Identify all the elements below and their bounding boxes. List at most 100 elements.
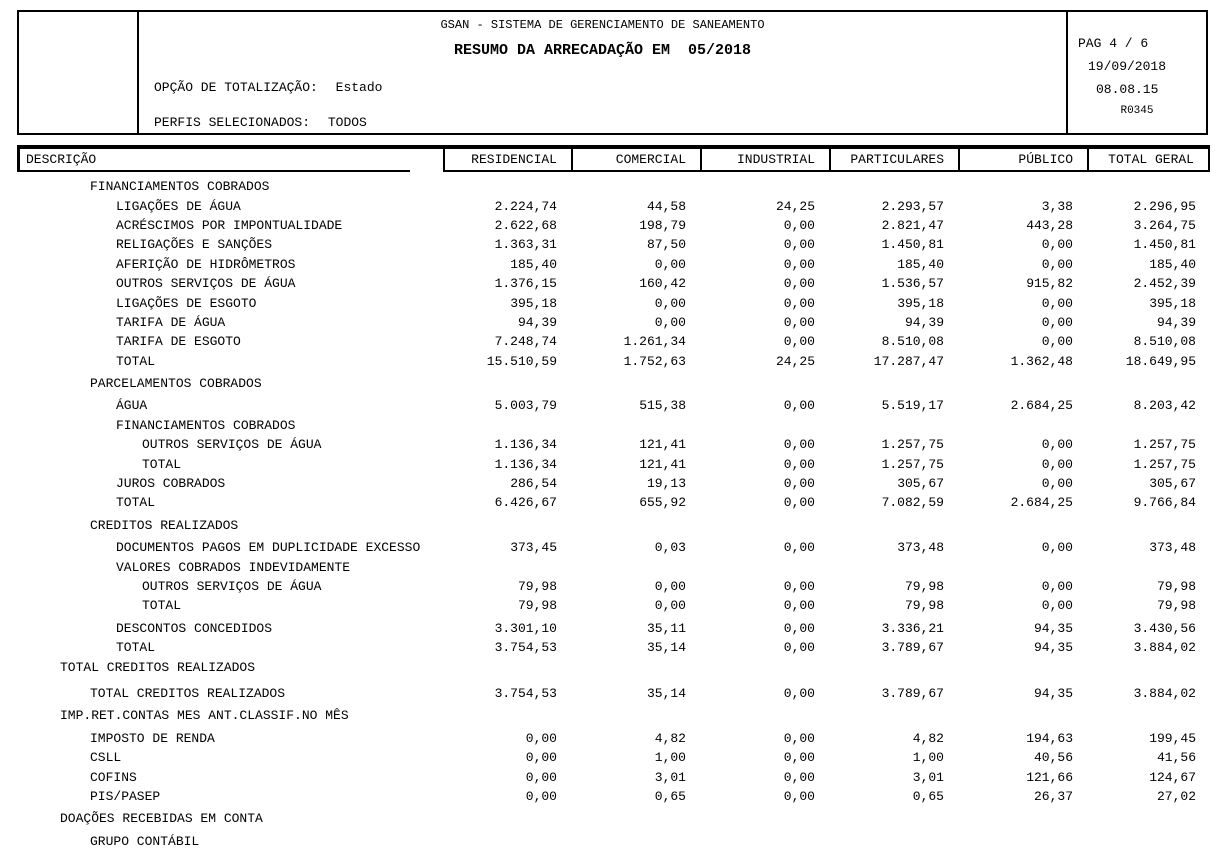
cell-industrial: 0,00 — [783, 295, 815, 311]
cell-industrial: 0,00 — [783, 579, 815, 594]
cell-particulares: 0,65 — [912, 788, 944, 804]
row-label: TOTAL — [116, 495, 156, 511]
cell-industrial: 0,00 — [783, 769, 815, 785]
cell-industrial: 0,00 — [783, 398, 815, 414]
cell-publico: 0,00 — [1041, 476, 1073, 492]
cell-particulares: 3.336,21 — [881, 620, 944, 636]
table-row: DESCONTOS CONCEDIDOS 3.301,10 35,11 0,00 3.3… — [17, 619, 1210, 638]
cell-comercial: 0,65 — [654, 788, 686, 804]
cell-particulares: 305,67 — [897, 476, 944, 492]
cell-particulares: 8.510,08 — [881, 334, 944, 350]
cell-publico: 0,00 — [1041, 314, 1073, 330]
column-header-particulares: PARTICULARES — [829, 149, 958, 172]
cell-comercial: 4,82 — [654, 730, 686, 746]
table-row: TARIFA DE ÁGUA 94,39 0,00 0,00 94,39 0,00 94,3… — [17, 313, 1210, 332]
cell-residencial: 79,98 — [517, 579, 557, 594]
cell-industrial: 0,00 — [783, 217, 815, 233]
cell-total-geral: 27,02 — [1156, 788, 1196, 804]
row-label: TOTAL — [142, 598, 182, 614]
cell-comercial: 655,92 — [639, 495, 686, 511]
page-info-panel: PAG 4 / 6 19/09/2018 08.08.15 R0345 — [1066, 12, 1206, 133]
row-label: FINANCIAMENTOS COBRADOS — [90, 179, 270, 195]
cell-total-geral: 2.296,95 — [1133, 198, 1196, 214]
table-row: FINANCIAMENTOS COBRADOS — [17, 416, 1210, 435]
row-label: IMP.RET.CONTAS MES ANT.CLASSIF.NO MÊS — [60, 708, 349, 724]
cell-particulares: 395,18 — [897, 295, 944, 311]
cell-particulares: 1.536,57 — [881, 276, 944, 292]
cell-comercial: 198,79 — [639, 217, 686, 233]
cell-publico: 40,56 — [1033, 750, 1073, 766]
cell-residencial: 286,54 — [510, 476, 557, 492]
cell-comercial: 0,00 — [654, 579, 686, 594]
table-row: CSLL 0,00 1,00 0,00 1,00 40,56 41,56 — [17, 748, 1210, 767]
row-label: LIGAÇÕES DE ÁGUA — [116, 198, 241, 214]
profiles-row: PERFIS SELECIONADOS: TODOS — [139, 115, 1066, 130]
report-header: GSAN - SISTEMA DE GERENCIAMENTO DE SANEA… — [17, 10, 1208, 135]
cell-residencial: 0,00 — [525, 769, 557, 785]
cell-comercial: 160,42 — [639, 276, 686, 292]
cell-industrial: 0,00 — [783, 685, 815, 701]
cell-residencial: 1.376,15 — [494, 276, 557, 292]
cell-comercial: 0,03 — [654, 540, 686, 556]
cell-particulares: 79,98 — [904, 598, 944, 614]
cell-publico: 0,00 — [1041, 437, 1073, 453]
cell-publico: 0,00 — [1041, 295, 1073, 311]
row-label: GRUPO CONTÁBIL — [90, 833, 200, 849]
cell-total-geral: 373,48 — [1149, 540, 1196, 556]
cell-publico: 94,35 — [1033, 640, 1073, 656]
cell-residencial: 1.363,31 — [494, 237, 557, 253]
row-label: FINANCIAMENTOS COBRADOS — [116, 417, 296, 433]
cell-particulares: 185,40 — [897, 256, 944, 272]
table-row: ÁGUA 5.003,79 515,38 0,00 5.519,17 2.684,25 8.… — [17, 396, 1210, 415]
row-label: JUROS COBRADOS — [116, 476, 226, 492]
cell-total-geral: 94,39 — [1156, 314, 1196, 330]
row-label: CSLL — [90, 750, 122, 766]
cell-comercial: 515,38 — [639, 398, 686, 414]
table-row: PIS/PASEP 0,00 0,65 0,00 0,65 26,37 27,02 — [17, 787, 1210, 806]
row-label: OUTROS SERVIÇOS DE ÁGUA — [116, 276, 296, 292]
table-row: IMP.RET.CONTAS MES ANT.CLASSIF.NO MÊS — [17, 706, 1210, 725]
cell-industrial: 0,00 — [783, 456, 815, 472]
cell-total-geral: 199,45 — [1149, 730, 1196, 746]
table-row: TOTAL 1.136,34 121,41 0,00 1.257,75 0,00 1.257… — [17, 454, 1210, 473]
cell-comercial: 19,13 — [646, 476, 686, 492]
table-row: VALORES COBRADOS INDEVIDAMENTE — [17, 557, 1210, 576]
cell-industrial: 0,00 — [783, 788, 815, 804]
cell-particulares: 1,00 — [912, 750, 944, 766]
cell-total-geral: 2.452,39 — [1133, 276, 1196, 292]
cell-residencial: 5.003,79 — [494, 398, 557, 414]
cell-industrial: 0,00 — [783, 314, 815, 330]
row-label: OUTROS SERVIÇOS DE ÁGUA — [142, 437, 322, 453]
system-title: GSAN - SISTEMA DE GERENCIAMENTO DE SANEA… — [440, 18, 765, 32]
column-header-total-geral: TOTAL GERAL — [1087, 149, 1210, 172]
cell-comercial: 1.752,63 — [623, 353, 686, 369]
cell-residencial: 0,00 — [525, 750, 557, 766]
cell-publico: 0,00 — [1041, 598, 1073, 614]
totalization-row: OPÇÃO DE TOTALIZAÇÃO: Estado — [139, 80, 1066, 95]
cell-comercial: 0,00 — [654, 295, 686, 311]
cell-residencial: 395,18 — [510, 295, 557, 311]
row-label: LIGAÇÕES DE ESGOTO — [116, 295, 257, 311]
cell-total-geral: 18.649,95 — [1125, 353, 1196, 369]
table-row: OUTROS SERVIÇOS DE ÁGUA 1.376,15 160,42 0,0… — [17, 274, 1210, 293]
cell-particulares: 94,39 — [904, 314, 944, 330]
cell-publico: 0,00 — [1041, 256, 1073, 272]
cell-publico: 2.684,25 — [1010, 495, 1073, 511]
cell-particulares: 1.450,81 — [881, 237, 944, 253]
cell-industrial: 0,00 — [783, 640, 815, 656]
cell-publico: 0,00 — [1041, 579, 1073, 594]
row-label: DESCONTOS CONCEDIDOS — [116, 620, 273, 636]
cell-comercial: 35,14 — [646, 640, 686, 656]
table-row: LIGAÇÕES DE ESGOTO 395,18 0,00 0,00 395,18 0,… — [17, 293, 1210, 312]
table-row: OUTROS SERVIÇOS DE ÁGUA 1.136,34 121,41 0,0… — [17, 435, 1210, 454]
cell-industrial: 0,00 — [783, 437, 815, 453]
cell-industrial: 0,00 — [783, 495, 815, 511]
cell-comercial: 121,41 — [639, 437, 686, 453]
row-label: ACRÉSCIMOS POR IMPONTUALIDADE — [116, 217, 343, 233]
row-label: IMPOSTO DE RENDA — [90, 730, 215, 746]
cell-total-geral: 9.766,84 — [1133, 495, 1196, 511]
cell-residencial: 2.224,74 — [494, 198, 557, 214]
cell-publico: 0,00 — [1041, 334, 1073, 350]
cell-industrial: 0,00 — [783, 750, 815, 766]
